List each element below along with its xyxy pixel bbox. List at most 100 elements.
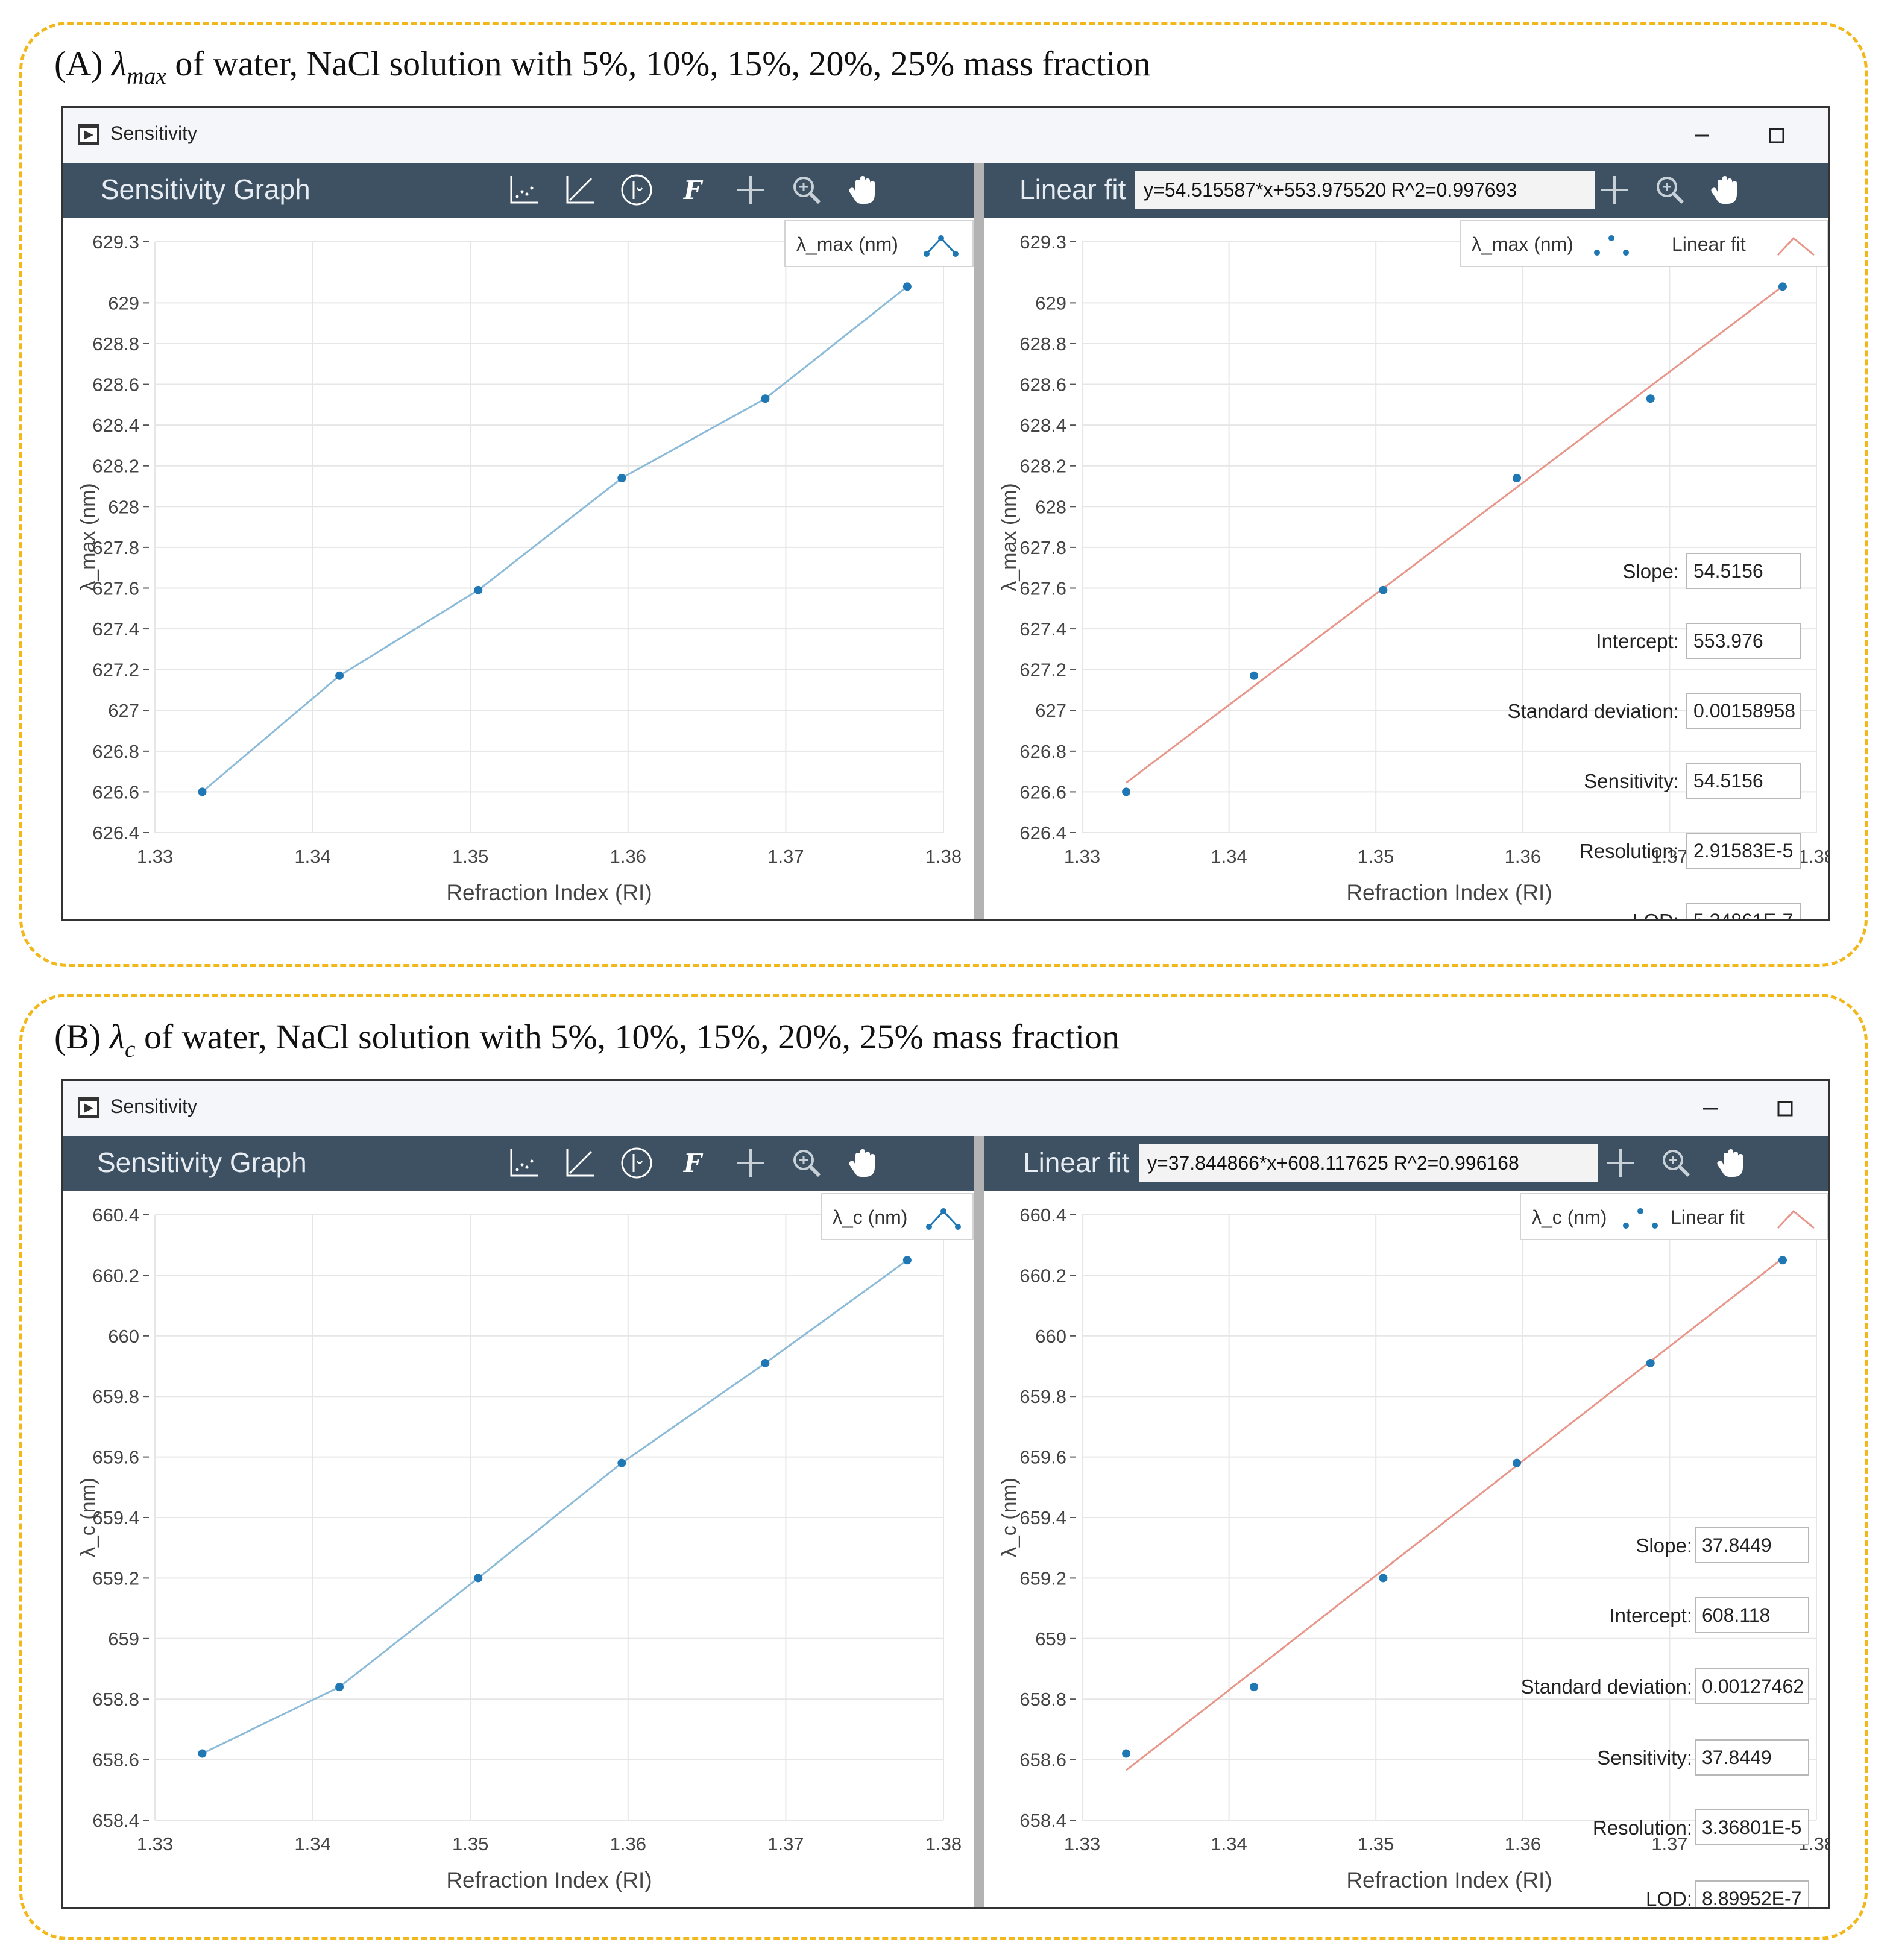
- data-point: [198, 787, 207, 796]
- stat-value-lod[interactable]: 5.34861E-7: [1686, 903, 1801, 919]
- stat-value-resolution[interactable]: 3.36801E-5: [1695, 1809, 1809, 1845]
- x-tick-label: 1.33: [1064, 846, 1100, 867]
- x-tick-label: 1.37: [1651, 1833, 1687, 1854]
- fit-function-icon[interactable]: [618, 1144, 655, 1182]
- fit-equation-field[interactable]: y=37.844866*x+608.117625 R^2=0.996168: [1139, 1144, 1598, 1182]
- y-tick-label: 626.4: [92, 822, 139, 843]
- fit-function-icon[interactable]: [618, 171, 655, 209]
- zoom-icon[interactable]: [788, 171, 825, 209]
- caption-suffix: of water, NaCl solution with 5%, 10%, 15…: [135, 1017, 1120, 1056]
- maximize-button[interactable]: [1762, 1086, 1808, 1132]
- fit-line: [1126, 1257, 1783, 1771]
- stat-value-std-dev[interactable]: 0.00127462: [1695, 1668, 1809, 1704]
- minimize-button[interactable]: [1687, 1086, 1733, 1132]
- y-tick-label: 629.3: [92, 232, 139, 253]
- stat-value-intercept[interactable]: 553.976: [1686, 623, 1801, 659]
- data-point: [474, 585, 483, 594]
- y-tick-label: 628.8: [92, 333, 139, 355]
- data-point: [474, 1574, 483, 1583]
- y-tick-label: 660.4: [1019, 1205, 1066, 1226]
- chart-legend[interactable]: λ_c (nm): [821, 1193, 974, 1240]
- fit-line: [1126, 285, 1783, 784]
- y-tick-label: 660: [108, 1326, 139, 1347]
- crosshair-icon[interactable]: [732, 1144, 769, 1182]
- caption-lambda: λ: [112, 44, 127, 83]
- chart-legend[interactable]: λ_max (nm): [784, 220, 974, 267]
- caption-subscript: c: [124, 1035, 136, 1062]
- x-tick-label: 1.34: [1211, 846, 1247, 867]
- x-axis-label: Refraction Index (RI): [446, 880, 652, 905]
- fit-line-marker-icon: [1777, 236, 1815, 256]
- graph-title: Sensitivity Graph: [97, 1147, 307, 1178]
- pan-hand-icon[interactable]: [845, 171, 882, 209]
- y-tick-label: 628.6: [92, 374, 139, 395]
- sensitivity-plot-area[interactable]: 1.33 1.34 1.35 1.36 1.37 1.38 658.4 658.6 658.8 6…: [63, 1191, 974, 1907]
- x-tick-label: 1.34: [294, 1833, 330, 1854]
- stat-value-lod[interactable]: 8.89952E-7: [1695, 1880, 1809, 1907]
- stat-label-sensitivity: Sensitivity:: [1584, 770, 1679, 792]
- data-point: [1778, 282, 1787, 291]
- fit-equation-field[interactable]: y=54.515587*x+553.975520 R^2=0.997693: [1135, 171, 1595, 209]
- stat-label-lod: LOD:: [1632, 910, 1679, 921]
- stat-value-slope[interactable]: 37.8449: [1695, 1527, 1809, 1563]
- stat-value-slope[interactable]: 54.5156: [1686, 553, 1801, 589]
- x-tick-label: 1.38: [925, 1833, 962, 1854]
- series-line: [201, 1259, 908, 1754]
- panel-b-frame: [19, 994, 1868, 1940]
- pan-hand-icon[interactable]: [845, 1144, 882, 1182]
- zoom-icon[interactable]: [1651, 171, 1689, 209]
- linear-fit-toolbar: Linear fit y=54.515587*x+553.975520 R^2=…: [984, 163, 1828, 218]
- y-tick-label: 628: [108, 496, 139, 517]
- stat-value-std-dev[interactable]: 0.00158958: [1686, 693, 1801, 729]
- zoom-icon[interactable]: [788, 1144, 825, 1182]
- pane-splitter[interactable]: [974, 1136, 984, 1907]
- crosshair-icon[interactable]: [1602, 1144, 1639, 1182]
- linear-fit-plot-area[interactable]: 1.33 1.34 1.35 1.36 1.37 1.38 626.4 626.6 626.8 6…: [984, 218, 1828, 919]
- pan-hand-icon[interactable]: [1713, 1144, 1750, 1182]
- formula-icon[interactable]: F: [675, 171, 713, 209]
- pan-hand-icon[interactable]: [1707, 171, 1744, 209]
- scatter-plot-icon[interactable]: [505, 1144, 543, 1182]
- stat-value-sensitivity[interactable]: 54.5156: [1686, 763, 1801, 799]
- minimize-button[interactable]: [1679, 113, 1725, 159]
- sensitivity-plot-area[interactable]: 1.33 1.34 1.35 1.36 1.37 1.38 626.4 626.6 626.8 6…: [63, 218, 974, 919]
- pane-splitter[interactable]: [974, 163, 984, 919]
- x-tick-label: 1.38: [1798, 846, 1828, 867]
- y-tick-label: 629.3: [1019, 232, 1066, 253]
- series-line: [201, 286, 908, 793]
- graph-title: Sensitivity Graph: [101, 174, 310, 205]
- x-tick-label: 1.36: [1505, 1833, 1541, 1854]
- y-tick-label: 626.8: [92, 741, 139, 762]
- y-tick-label: 626.6: [1019, 781, 1066, 802]
- scatter-plot-icon[interactable]: [505, 171, 543, 209]
- linear-fit-plot-area[interactable]: 1.331.341.351.361.371.38658.4658.6658.86…: [984, 1191, 1828, 1907]
- caption-prefix: (A): [54, 44, 112, 83]
- stat-value-sensitivity[interactable]: 37.8449: [1695, 1739, 1809, 1776]
- maximize-button[interactable]: [1754, 113, 1800, 159]
- formula-icon[interactable]: F: [675, 1144, 713, 1182]
- crosshair-icon[interactable]: [732, 171, 769, 209]
- x-tick-label: 1.36: [610, 1833, 646, 1854]
- y-tick-label: 660: [1035, 1326, 1066, 1347]
- line-plot-icon[interactable]: [561, 171, 599, 209]
- data-point: [761, 1358, 770, 1367]
- fit-legend[interactable]: λ_max (nm) Linear fit: [1460, 220, 1828, 267]
- fit-legend[interactable]: λ_c (nm) Linear fit: [1520, 1193, 1828, 1240]
- data-point: [1646, 394, 1655, 403]
- stat-value-resolution[interactable]: 2.91583E-5: [1686, 833, 1801, 869]
- line-plot-icon[interactable]: [561, 1144, 599, 1182]
- y-tick-label: 628: [1035, 496, 1066, 517]
- close-button[interactable]: [1828, 113, 1830, 159]
- y-tick-label: 659: [108, 1628, 139, 1650]
- crosshair-icon[interactable]: [1596, 171, 1633, 209]
- y-tick-label: 626.4: [1019, 822, 1066, 843]
- zoom-icon[interactable]: [1657, 1144, 1695, 1182]
- caption-subscript: max: [127, 62, 166, 89]
- title-bar: Sensitivity: [63, 108, 1828, 163]
- y-tick-label: 627.4: [92, 619, 139, 640]
- stat-value-intercept[interactable]: 608.118: [1695, 1597, 1809, 1633]
- data-point: [902, 1256, 912, 1265]
- svg-text:F: F: [683, 1149, 704, 1178]
- y-tick-label: 659.8: [92, 1386, 139, 1407]
- x-tick-label: 1.35: [1358, 1833, 1394, 1854]
